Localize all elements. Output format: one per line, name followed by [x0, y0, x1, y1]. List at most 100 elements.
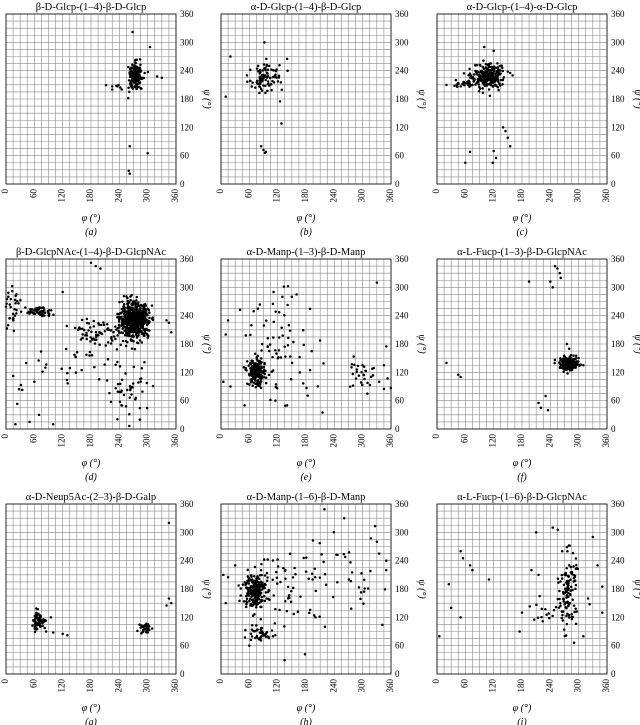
data-point [118, 365, 122, 368]
data-point [352, 355, 355, 358]
data-point [66, 634, 69, 637]
data-point [582, 634, 585, 638]
data-point [253, 565, 257, 569]
data-point [271, 302, 275, 306]
x-tick-label: 240 [544, 189, 554, 203]
data-point [255, 67, 259, 70]
data-point [151, 384, 155, 388]
data-point [102, 323, 106, 327]
data-point [481, 71, 485, 75]
data-point [462, 72, 466, 75]
data-point [27, 311, 30, 315]
data-point [146, 70, 150, 74]
data-point [283, 625, 286, 628]
data-point [102, 321, 105, 324]
data-point [246, 575, 250, 578]
data-point [318, 339, 322, 342]
data-point [570, 617, 574, 621]
data-point [145, 332, 149, 336]
data-point [61, 290, 64, 294]
data-point [472, 73, 476, 76]
data-point [375, 540, 379, 544]
x-tick-label: 360 [601, 189, 611, 203]
data-point [468, 85, 471, 89]
data-point [133, 74, 137, 78]
data-point [104, 344, 107, 347]
data-point [145, 323, 149, 327]
data-point [351, 372, 355, 376]
y-tick-label: 300 [395, 37, 409, 47]
y-tick-label: 60 [180, 151, 190, 161]
data-point [43, 626, 46, 630]
data-point [344, 555, 347, 559]
data-point [292, 340, 295, 344]
data-point [258, 374, 261, 378]
data-point [30, 311, 34, 314]
data-point [87, 329, 90, 332]
data-point [306, 394, 309, 397]
data-point [135, 295, 139, 299]
data-point [15, 299, 19, 303]
data-point [567, 357, 570, 361]
data-point [13, 314, 17, 317]
data-point [262, 63, 266, 66]
data-point [288, 596, 291, 600]
data-point [97, 321, 100, 325]
data-point [574, 366, 577, 369]
data-point [146, 336, 150, 339]
data-point [386, 377, 389, 380]
data-point [130, 313, 134, 316]
data-point [342, 517, 346, 520]
data-point [553, 361, 556, 365]
data-point [8, 303, 11, 306]
data-point [257, 597, 261, 601]
data-point [347, 578, 351, 581]
data-point [487, 88, 491, 91]
data-point [263, 74, 267, 77]
data-point [134, 333, 138, 336]
x-tick-label: 60 [243, 434, 253, 444]
data-point [565, 596, 568, 599]
data-point [272, 320, 276, 324]
x-tick-label: 120 [272, 434, 282, 448]
x-axis-label: φ (°) [82, 703, 101, 714]
data-point [245, 594, 249, 597]
x-tick-label: 180 [516, 189, 526, 203]
data-point [445, 83, 448, 87]
data-point [495, 79, 499, 82]
data-point [39, 350, 43, 353]
data-point [310, 349, 313, 353]
x-axis-label: φ (°) [297, 213, 316, 224]
x-tick-label: 0 [431, 189, 441, 194]
data-point [530, 568, 533, 572]
data-point [258, 303, 262, 306]
x-tick-label: 0 [0, 679, 10, 684]
data-point [551, 526, 554, 529]
data-point [280, 326, 283, 329]
data-point [570, 362, 574, 366]
data-point [133, 67, 137, 70]
data-point [165, 319, 168, 322]
data-point [132, 365, 136, 369]
data-point [81, 333, 84, 336]
data-point [487, 578, 491, 581]
data-point [562, 592, 565, 596]
x-tick-label: 240 [544, 679, 554, 693]
data-point [42, 308, 46, 312]
data-point [553, 264, 557, 268]
data-point [131, 386, 134, 389]
y-axis-label: ψ (°) [632, 334, 640, 354]
data-point [549, 280, 552, 283]
data-points [445, 264, 585, 412]
data-point [286, 344, 290, 347]
data-point [464, 161, 467, 164]
data-point [366, 381, 369, 385]
data-points [4, 261, 173, 428]
data-point [125, 320, 128, 324]
y-tick-label: 360 [611, 254, 625, 264]
data-point [484, 66, 487, 69]
data-point [226, 319, 230, 322]
data-point [119, 317, 123, 320]
data-point [250, 595, 253, 598]
y-tick-label: 120 [395, 612, 409, 622]
